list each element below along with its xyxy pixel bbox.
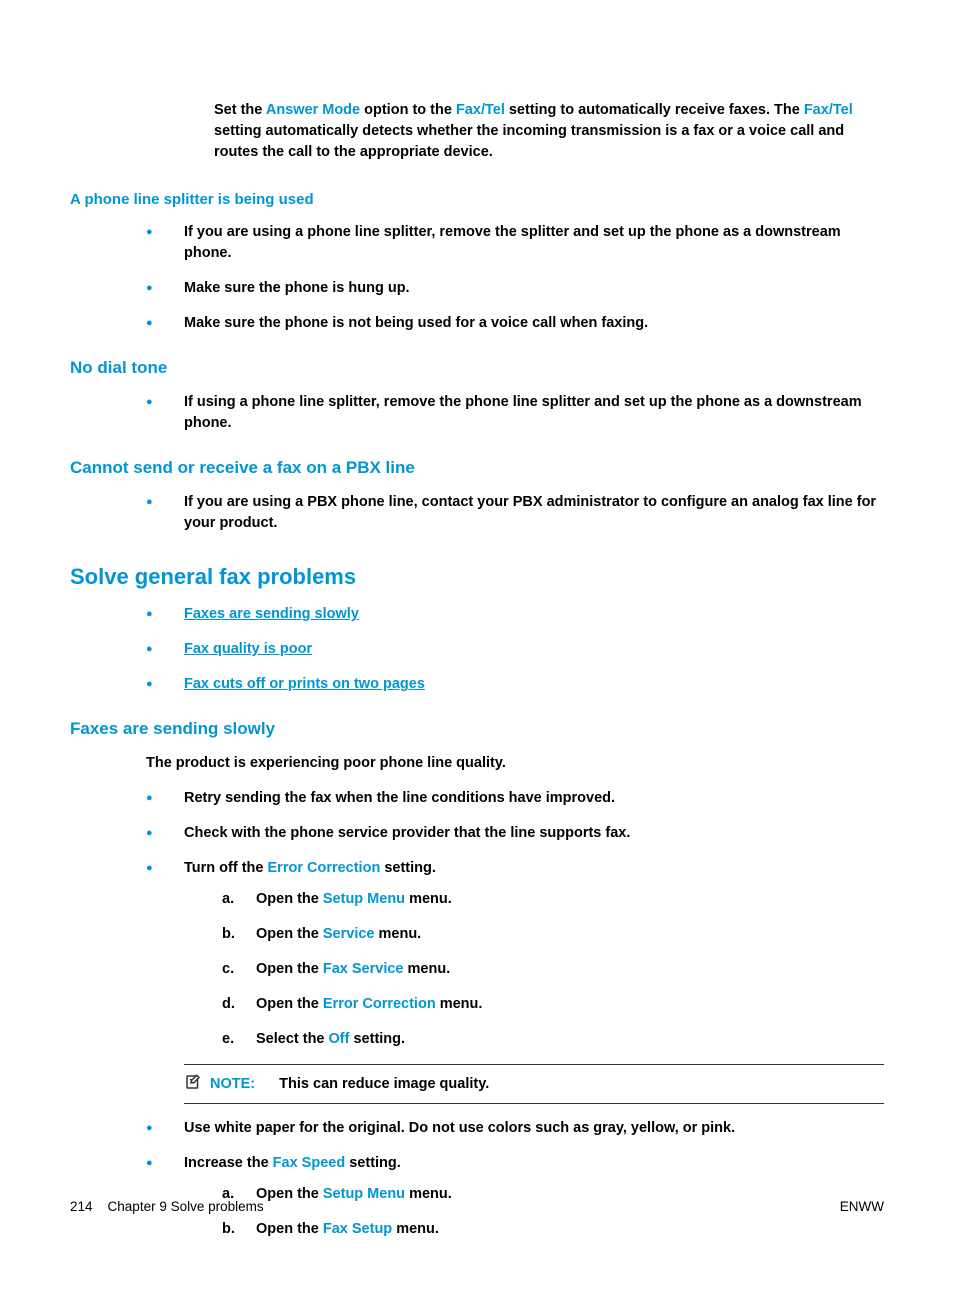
list-item: Check with the phone service provider th… [146, 823, 884, 844]
list-item: Make sure the phone is not being used fo… [146, 313, 884, 334]
paragraph-slow-lead: The product is experiencing poor phone l… [146, 753, 884, 774]
list-slow: Retry sending the fax when the line cond… [146, 788, 884, 1050]
note-label: NOTE: [210, 1076, 255, 1092]
page-number: 214 [70, 1199, 93, 1214]
term-fax-speed: Fax Speed [273, 1155, 346, 1171]
intro-paragraph: Set the Answer Mode option to the Fax/Te… [214, 100, 884, 163]
term-error-correction: Error Correction [268, 860, 381, 876]
steps-error-correction: a.Open the Setup Menu menu. b.Open the S… [222, 889, 884, 1050]
term-fax-tel-2: Fax/Tel [804, 102, 853, 118]
note-icon [184, 1073, 202, 1095]
link-fax-quality[interactable]: Fax quality is poor [184, 641, 312, 657]
step-d: d.Open the Error Correction menu. [222, 994, 884, 1015]
heading-faxes-slow: Faxes are sending slowly [70, 719, 884, 739]
heading-no-dial-tone: No dial tone [70, 358, 884, 378]
note-text: This can reduce image quality. [279, 1076, 489, 1092]
step-b: b.Open the Fax Setup menu. [222, 1219, 884, 1240]
list-item: Increase the Fax Speed setting. a.Open t… [146, 1153, 884, 1240]
list-item: Fax quality is poor [146, 639, 884, 660]
chapter-label: Chapter 9 Solve problems [108, 1199, 264, 1214]
step-c: c.Open the Fax Service menu. [222, 959, 884, 980]
term-answer-mode: Answer Mode [266, 102, 360, 118]
link-faxes-slow[interactable]: Faxes are sending slowly [184, 606, 359, 622]
list-item: Make sure the phone is hung up. [146, 278, 884, 299]
list-item: Turn off the Error Correction setting. a… [146, 858, 884, 1050]
list-slow-2: Use white paper for the original. Do not… [146, 1118, 884, 1240]
heading-splitter: A phone line splitter is being used [70, 191, 884, 208]
list-item: If you are using a PBX phone line, conta… [146, 492, 884, 534]
list-nodial: If using a phone line splitter, remove t… [146, 392, 884, 434]
term-fax-tel-1: Fax/Tel [456, 102, 505, 118]
step-b: b.Open the Service menu. [222, 924, 884, 945]
heading-pbx: Cannot send or receive a fax on a PBX li… [70, 458, 884, 478]
step-e: e.Select the Off setting. [222, 1029, 884, 1050]
list-item: Fax cuts off or prints on two pages [146, 674, 884, 695]
heading-solve-general: Solve general fax problems [70, 564, 884, 590]
link-fax-cutoff[interactable]: Fax cuts off or prints on two pages [184, 676, 425, 692]
list-splitter: If you are using a phone line splitter, … [146, 222, 884, 334]
step-a: a.Open the Setup Menu menu. [222, 889, 884, 910]
list-solve-links: Faxes are sending slowly Fax quality is … [146, 604, 884, 695]
list-item: If you are using a phone line splitter, … [146, 222, 884, 264]
note-box: NOTE: This can reduce image quality. [184, 1064, 884, 1104]
list-item: If using a phone line splitter, remove t… [146, 392, 884, 434]
list-pbx: If you are using a PBX phone line, conta… [146, 492, 884, 534]
list-item: Faxes are sending slowly [146, 604, 884, 625]
footer-right: ENWW [840, 1199, 884, 1214]
list-item: Use white paper for the original. Do not… [146, 1118, 884, 1139]
page-footer: 214 Chapter 9 Solve problems ENWW [70, 1199, 884, 1214]
list-item: Retry sending the fax when the line cond… [146, 788, 884, 809]
